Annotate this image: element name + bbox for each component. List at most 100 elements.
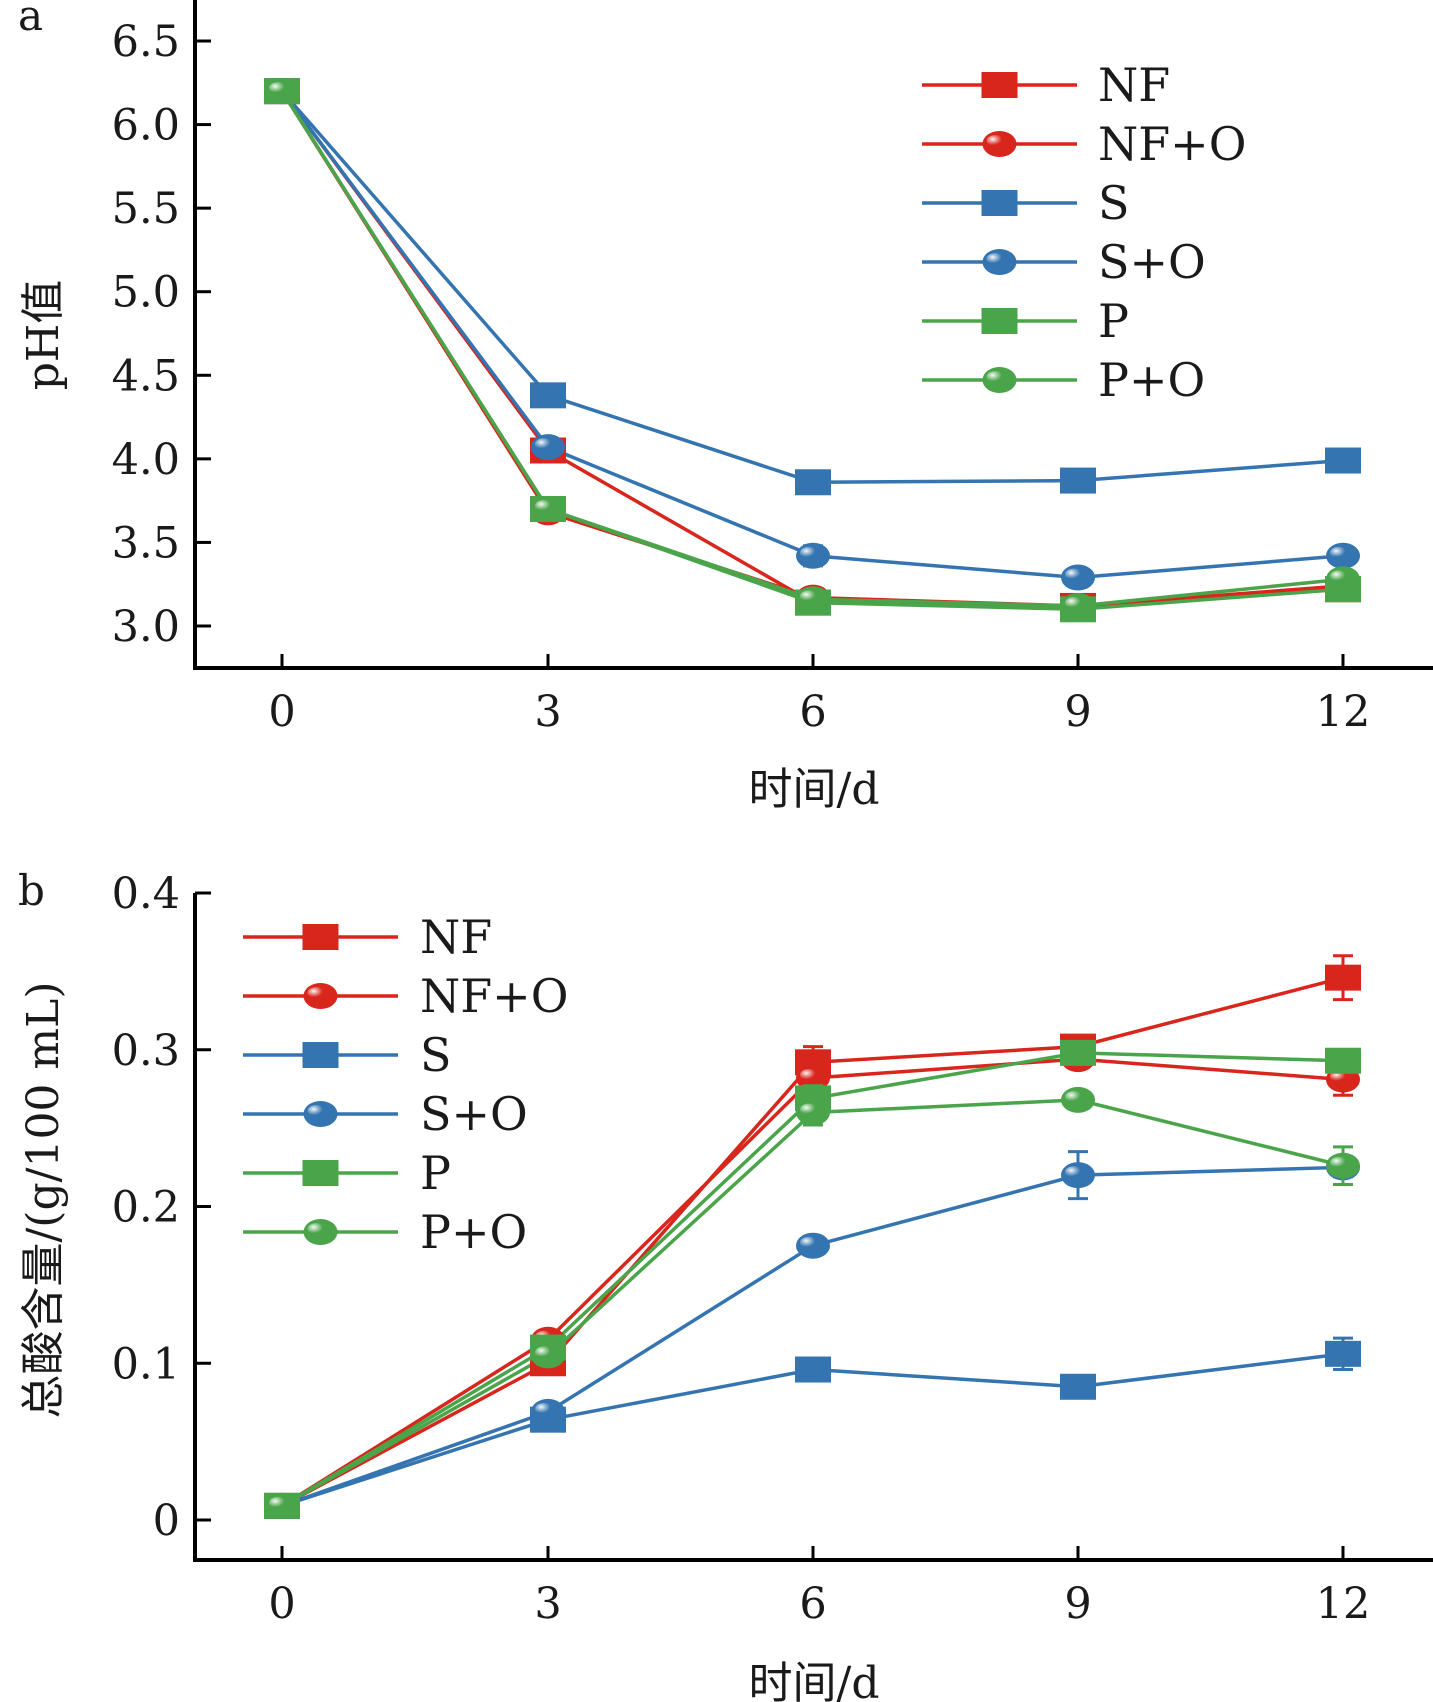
panel-a-series xyxy=(264,78,1361,623)
legend-marker-highlight xyxy=(986,253,1005,265)
marker-highlight xyxy=(1330,546,1348,559)
y-tick-label: 0.2 xyxy=(112,1183,180,1233)
legend-marker-highlight xyxy=(986,371,1005,383)
legend-item-s-plus-o: S+O xyxy=(243,1087,528,1141)
marker-highlight xyxy=(535,1346,553,1359)
marker-highlight xyxy=(1330,1156,1348,1169)
legend-item-nf: NF xyxy=(922,58,1170,112)
marker-square-s xyxy=(795,469,831,496)
marker-square-s xyxy=(1060,467,1096,494)
panel-b-x-axis-title: 时间/d xyxy=(749,1658,880,1702)
marker-square-s xyxy=(530,382,566,409)
marker-highlight xyxy=(535,438,553,451)
legend-label: S+O xyxy=(1098,235,1206,289)
legend-marker-square xyxy=(981,308,1018,334)
marker-highlight xyxy=(800,1103,818,1116)
legend-label: NF+O xyxy=(1098,117,1246,171)
y-tick-label: 4.5 xyxy=(112,351,180,401)
legend-marker-highlight xyxy=(307,987,326,999)
marker-highlight xyxy=(800,1068,818,1081)
legend-marker-highlight xyxy=(307,1105,326,1117)
x-tick-label: 0 xyxy=(268,687,295,737)
y-tick-label: 0.1 xyxy=(112,1339,180,1389)
legend-marker-square xyxy=(302,1160,339,1186)
x-tick-label: 12 xyxy=(1316,687,1371,737)
legend-item-nf-plus-o: NF+O xyxy=(243,969,568,1023)
legend-item-nf: NF xyxy=(243,910,492,964)
marker-highlight xyxy=(800,590,818,603)
panel-b-total-acid: b 0 3 6 9 12 0 0.1 0.2 0.3 0.4 时间/d 总酸含量/(g/100 … xyxy=(18,866,1433,1702)
legend-marker-square xyxy=(981,72,1018,98)
legend-item-s: S xyxy=(922,176,1130,230)
legend-label: NF+O xyxy=(420,969,568,1023)
marker-square-p xyxy=(1060,1039,1096,1066)
legend-label: NF xyxy=(1098,58,1170,112)
legend-label: P+O xyxy=(1098,353,1205,407)
legend-item-nf-plus-o: NF+O xyxy=(922,117,1246,171)
marker-square-s xyxy=(1060,1373,1096,1400)
x-tick-label: 6 xyxy=(799,1579,826,1629)
marker-highlight xyxy=(535,500,553,512)
legend-marker-square xyxy=(981,190,1018,216)
panel-b-y-ticks: 0 0.1 0.2 0.3 0.4 xyxy=(112,869,211,1546)
legend-item-p: P xyxy=(243,1146,451,1200)
y-tick-label: 5.0 xyxy=(112,268,180,318)
x-tick-label: 9 xyxy=(1064,687,1091,737)
marker-square-s xyxy=(1325,1340,1361,1367)
legend-item-p-plus-o: P+O xyxy=(922,353,1205,407)
legend-label: P+O xyxy=(420,1205,527,1259)
panel-a-y-ticks: 3.0 3.5 4.0 4.5 5.0 5.5 6.0 6.5 xyxy=(112,17,211,652)
legend-label: NF xyxy=(420,910,492,964)
y-tick-label: 3.0 xyxy=(112,602,180,652)
legend-marker-square xyxy=(302,924,339,950)
legend-item-s-plus-o: S+O xyxy=(922,235,1206,289)
y-tick-label: 5.5 xyxy=(112,184,180,234)
x-tick-label: 3 xyxy=(534,1579,561,1629)
marker-highlight xyxy=(800,546,818,559)
panel-a-x-axis-title: 时间/d xyxy=(749,764,880,815)
panel-b-x-ticks: 0 3 6 9 12 xyxy=(268,1546,1370,1629)
panel-a-y-axis-title: pH值 xyxy=(18,280,69,391)
panel-b-series xyxy=(264,954,1361,1519)
y-tick-label: 6.5 xyxy=(112,17,180,67)
y-tick-label: 0.3 xyxy=(112,1026,180,1076)
y-tick-label: 6.0 xyxy=(112,101,180,151)
legend-marker-highlight xyxy=(986,135,1005,147)
x-tick-label: 6 xyxy=(799,687,826,737)
legend-label: P xyxy=(1098,294,1129,348)
x-tick-label: 3 xyxy=(534,687,561,737)
y-tick-label: 0.4 xyxy=(112,869,180,919)
marker-highlight xyxy=(1065,1166,1083,1179)
marker-highlight xyxy=(1065,1090,1083,1103)
legend-label: S xyxy=(420,1028,452,1082)
marker-highlight xyxy=(800,1236,818,1249)
panel-a-ph: a 0 3 6 9 12 3.0 3.5 4.0 4.5 5.0 5.5 6.0 6.5 时间/d p… xyxy=(18,0,1433,815)
panel-b-axes xyxy=(193,893,1433,1562)
panel-a-x-ticks: 0 3 6 9 12 xyxy=(268,654,1370,737)
legend-label: S+O xyxy=(420,1087,528,1141)
marker-square-p xyxy=(1325,1047,1361,1074)
x-tick-label: 9 xyxy=(1064,1579,1091,1629)
legend-label: P xyxy=(420,1146,451,1200)
marker-highlight xyxy=(269,1496,287,1509)
y-tick-label: 0 xyxy=(153,1496,180,1546)
legend-label: S xyxy=(1098,176,1130,230)
marker-highlight xyxy=(1065,596,1083,609)
legend-item-p: P xyxy=(922,294,1129,348)
marker-highlight xyxy=(269,82,287,95)
panel-a-letter: a xyxy=(18,0,43,40)
panel-b-letter: b xyxy=(18,866,45,915)
x-tick-label: 0 xyxy=(268,1579,295,1629)
y-tick-label: 4.0 xyxy=(112,435,180,485)
y-tick-label: 3.5 xyxy=(112,518,180,568)
marker-highlight xyxy=(535,1402,553,1415)
panel-b-y-axis-title: 总酸含量/(g/100 mL) xyxy=(18,981,69,1418)
marker-square-s xyxy=(795,1356,831,1383)
legend-marker-square xyxy=(302,1042,339,1068)
legend-item-p-plus-o: P+O xyxy=(243,1205,527,1259)
x-tick-label: 12 xyxy=(1316,1579,1371,1629)
marker-square-s xyxy=(1325,447,1361,474)
